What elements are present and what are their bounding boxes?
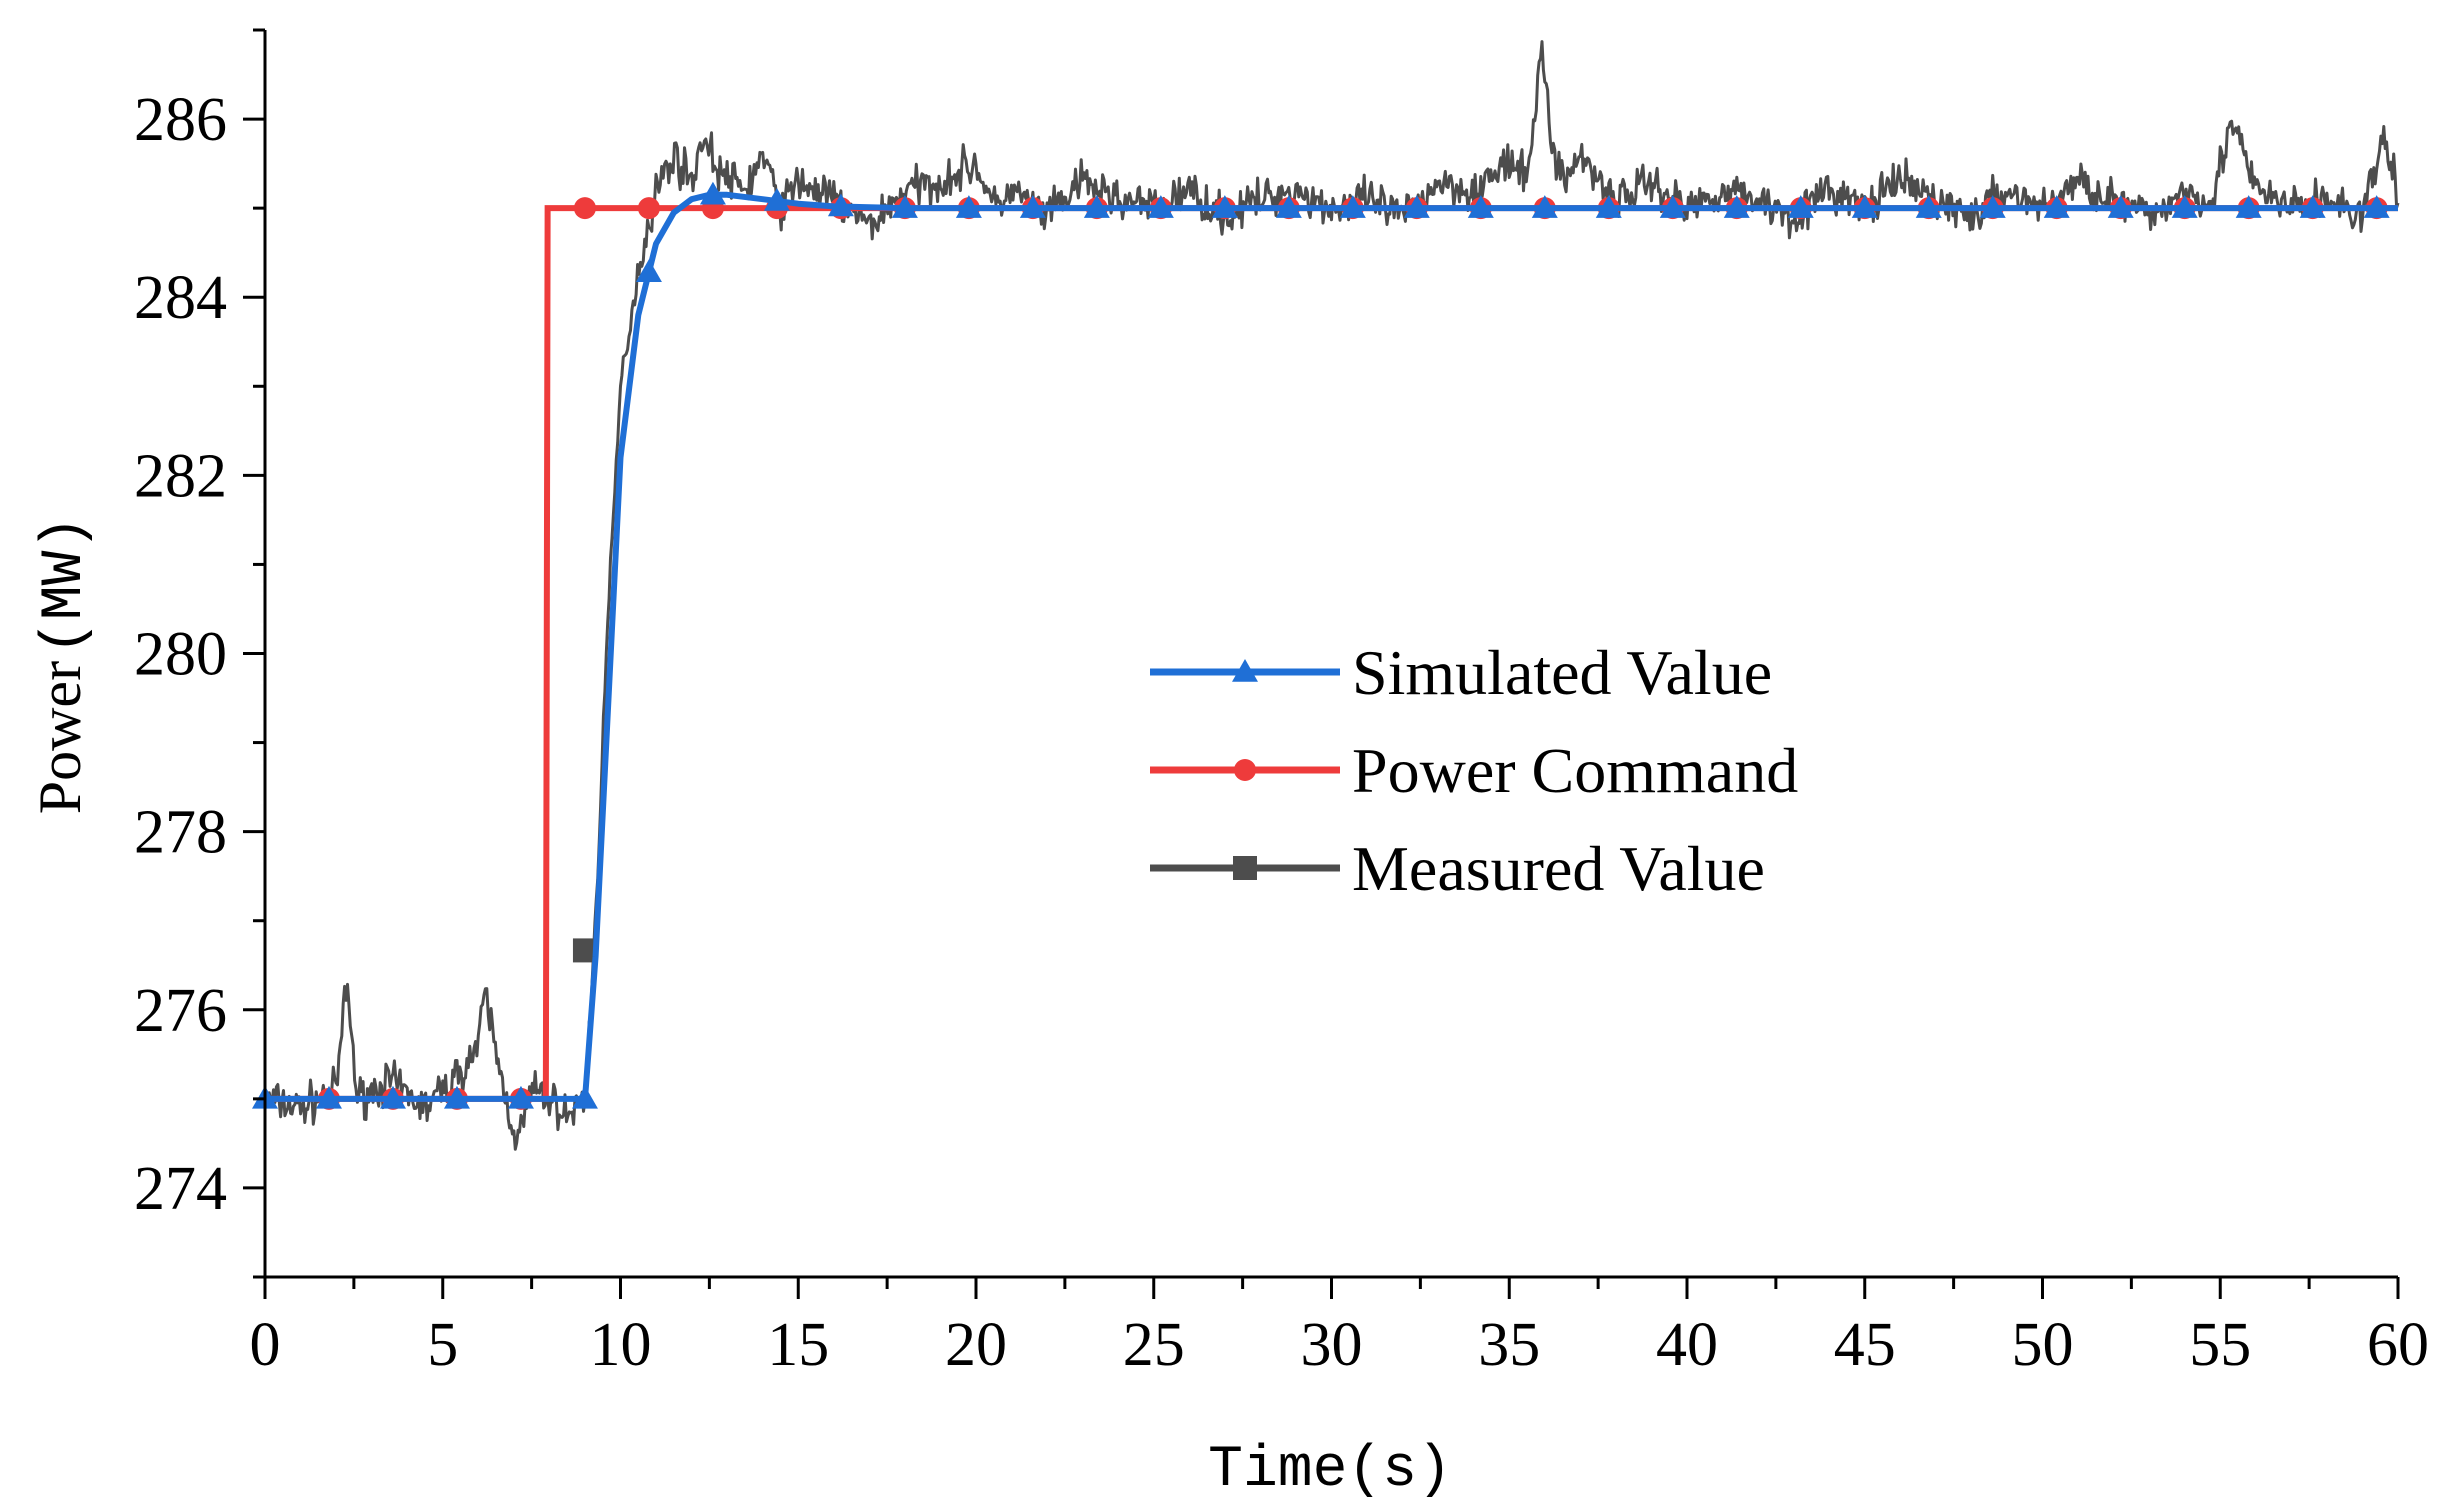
x-ticks: 0 5 10 15 20 25 30 35 40 45 50 55 60	[250, 1277, 2429, 1379]
simulated-value-point	[1275, 195, 1302, 218]
power-command-line	[265, 205, 2398, 1102]
legend-marker	[1232, 659, 1258, 682]
simulated-value-point	[1019, 195, 1046, 218]
simulated-value-point	[571, 1085, 598, 1109]
simulated-value-point	[699, 181, 726, 205]
simulated-value-point	[1083, 195, 1110, 218]
measured-value-line	[263, 40, 2400, 1151]
y-axis-title-label: Power	[27, 661, 93, 814]
legend-label: Power Command	[1352, 735, 1798, 806]
x-tick-label: 0	[250, 1311, 281, 1379]
simulated-value-point	[1403, 195, 1430, 218]
y-axis-title-unit: (MW)	[33, 516, 98, 655]
y-tick-label: 276	[134, 977, 227, 1045]
simulated-value-point	[1787, 195, 1814, 218]
simulated-value-point	[315, 1085, 342, 1109]
simulated-value-point	[1531, 195, 1558, 218]
simulated-value-point	[1851, 195, 1878, 218]
x-tick-label: 55	[2189, 1311, 2251, 1379]
simulated-value-point	[1467, 195, 1494, 218]
x-tick-label: 50	[2012, 1311, 2074, 1379]
x-tick-label: 35	[1478, 1311, 1540, 1379]
simulated-value-point	[1659, 195, 1686, 218]
simulated-value-point	[955, 195, 982, 218]
simulated-value-point	[1723, 195, 1750, 218]
x-tick-label: 20	[945, 1311, 1007, 1379]
legend: Simulated Value Power Command Measured Val…	[1150, 637, 1798, 904]
power-command-point	[573, 197, 596, 220]
simulated-value-point	[891, 195, 918, 218]
legend-label: Simulated Value	[1352, 637, 1772, 708]
simulated-value-point	[2235, 195, 2262, 218]
y-tick-label: 278	[134, 799, 227, 867]
x-tick-label: 25	[1123, 1311, 1185, 1379]
simulated-value-point	[2299, 195, 2326, 218]
x-tick-label: 45	[1834, 1311, 1896, 1379]
simulated-value-point	[763, 188, 790, 211]
simulated-value-point	[635, 259, 662, 283]
simulated-value-point	[1979, 195, 2006, 218]
plot-series	[252, 40, 2400, 1151]
y-tick-label: 286	[134, 86, 227, 154]
y-ticks: 274 276 278 280 282 284 286	[134, 28, 265, 1279]
y-tick-label: 274	[134, 1155, 227, 1223]
x-tick-label: 60	[2367, 1311, 2429, 1379]
y-tick-label: 284	[134, 264, 227, 332]
simulated-value-point	[1595, 195, 1622, 218]
power-command-point	[637, 197, 660, 220]
simulated-value-point	[2043, 195, 2070, 218]
x-tick-label: 5	[427, 1311, 458, 1379]
legend-label: Measured Value	[1352, 833, 1765, 904]
simulated-value-point	[2171, 195, 2198, 218]
simulated-value-point	[2107, 195, 2134, 218]
simulated-value-point	[2363, 195, 2390, 218]
x-tick-label: 10	[590, 1311, 652, 1379]
legend-marker	[1234, 759, 1256, 781]
simulated-value-point	[1211, 195, 1238, 218]
x-tick-label: 40	[1656, 1311, 1718, 1379]
simulated-value-point	[443, 1085, 470, 1109]
y-tick-label: 280	[134, 621, 227, 689]
simulated-value-point	[827, 193, 854, 217]
simulated-value-line	[265, 191, 2398, 1102]
x-axis-title: Time(s)	[1208, 1438, 1452, 1503]
legend-marker	[1233, 856, 1257, 880]
y-tick-label: 282	[134, 442, 227, 510]
simulated-value-point	[1147, 195, 1174, 218]
x-tick-label: 30	[1301, 1311, 1363, 1379]
simulated-value-point	[1915, 195, 1942, 218]
x-tick-label: 15	[767, 1311, 829, 1379]
simulated-value-point	[507, 1085, 534, 1109]
svg-text:Power(MW): Power(MW)	[27, 516, 98, 815]
simulated-value-point	[1339, 195, 1366, 218]
y-axis-title: Power(MW)	[27, 516, 98, 815]
simulated-value-point	[379, 1085, 406, 1109]
